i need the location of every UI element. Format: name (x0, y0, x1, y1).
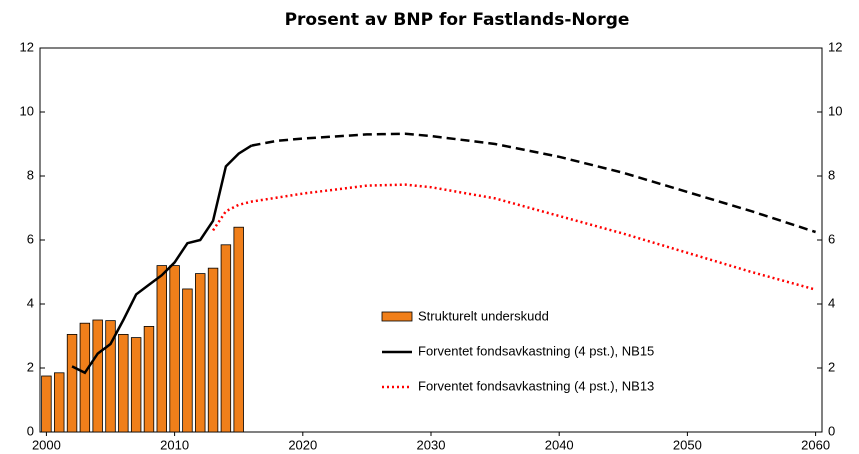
y2-tick-label: 0 (828, 423, 835, 438)
y2-tick-label: 6 (828, 231, 835, 246)
chart-title: Prosent av BNP for Fastlands-Norge (285, 10, 630, 30)
x-tick-label: 2030 (417, 437, 446, 452)
bar (220, 244, 232, 433)
y-tick-label: 8 (27, 167, 34, 182)
line-series (71, 144, 253, 375)
legend-label: Strukturelt underskudd (418, 308, 549, 323)
bar (143, 325, 155, 433)
bar (195, 273, 206, 433)
y2-tick-label: 4 (828, 295, 835, 310)
bar (156, 265, 167, 433)
y2-tick-label: 10 (828, 103, 842, 118)
y-tick-label: 12 (20, 39, 34, 54)
y-tick-label: 10 (20, 103, 34, 118)
x-tick-label: 2020 (288, 437, 317, 452)
y-tick-label: 4 (27, 295, 34, 310)
bar (207, 267, 219, 433)
line-series (251, 132, 816, 234)
legend-swatch (381, 311, 413, 322)
x-tick-label: 2060 (801, 437, 830, 452)
bar (66, 333, 78, 433)
bar (92, 319, 103, 433)
x-tick-label: 2040 (545, 437, 574, 452)
bar (79, 322, 91, 433)
x-tick-label: 2000 (32, 437, 61, 452)
line-series (212, 183, 816, 291)
bar (41, 375, 52, 433)
plot-frame (39, 47, 823, 433)
bar (233, 226, 244, 433)
bar (105, 320, 116, 433)
bar (118, 333, 129, 433)
x-tick-label: 2050 (673, 437, 702, 452)
y-tick-label: 6 (27, 231, 34, 246)
legend-label: Forventet fondsavkastning (4 pst.), NB15 (418, 343, 654, 358)
bar (182, 288, 193, 433)
bar (130, 337, 142, 433)
y2-tick-label: 8 (828, 167, 835, 182)
y-tick-label: 0 (27, 423, 34, 438)
y2-tick-label: 12 (828, 39, 842, 54)
x-tick-label: 2010 (160, 437, 189, 452)
bar (169, 265, 180, 433)
y-tick-label: 2 (27, 359, 34, 374)
y2-tick-label: 2 (828, 359, 835, 374)
bar (54, 372, 65, 433)
legend-label: Forventet fondsavkastning (4 pst.), NB13 (418, 378, 654, 393)
